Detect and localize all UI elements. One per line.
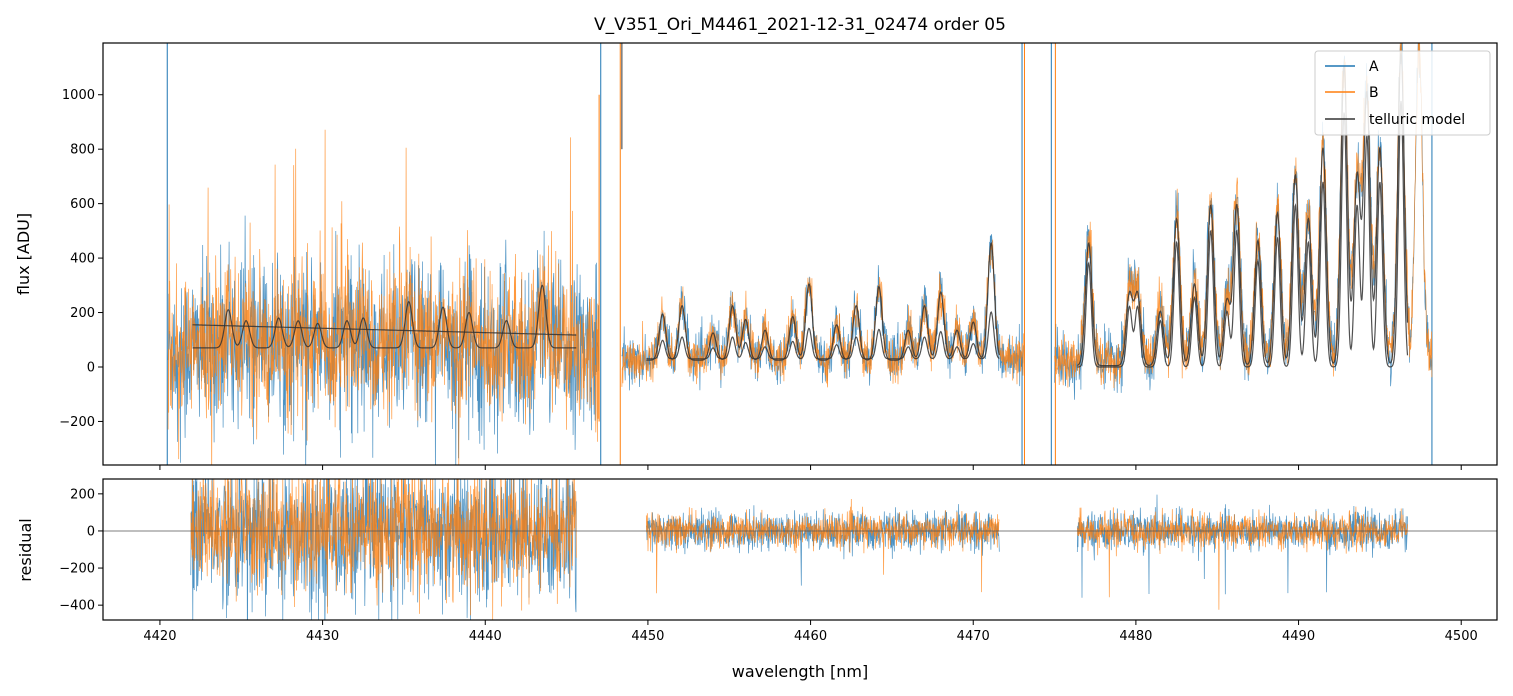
residual-series-a-seg2 (1076, 494, 1408, 598)
residual-series-b-seg0 (190, 479, 577, 620)
model-right-low (1077, 100, 1409, 368)
flux-yticks: −200 0 200 400 600 800 1000 (59, 88, 103, 430)
legend-label-a: A (1369, 59, 1379, 75)
residual-ylabel: residual (16, 518, 35, 581)
model-continuum (192, 324, 577, 336)
legend: A B telluric model (1314, 50, 1491, 136)
residual-xticks-label-2: 4440 (469, 629, 502, 644)
residual-xticks-label-7: 4490 (1282, 629, 1315, 644)
residual-panel: −400 −200 0 200 4420 4430 4440 4450 4460 4470 448… (16, 478, 1498, 681)
residual-series-b-seg2 (1076, 506, 1408, 610)
flux-series-a-seg1 (621, 234, 1025, 391)
residual-series-a-seg1 (645, 504, 1000, 586)
flux-yticks-label-0: −200 (59, 415, 95, 430)
residual-xticks-label-8: 4500 (1445, 629, 1478, 644)
residual-yticks-label-0: −400 (59, 599, 95, 614)
legend-box (1314, 50, 1491, 136)
chart-title: V_V351_Ori_M4461_2021-12-31_02474 order … (594, 15, 1006, 35)
residual-axes-frame (102, 478, 1498, 621)
flux-series-a-group (166, 43, 1433, 465)
legend-label-model: telluric model (1369, 112, 1465, 128)
flux-series-b-seg0 (167, 129, 600, 465)
residual-xticks-label-6: 4480 (1119, 629, 1152, 644)
model-left (192, 284, 577, 349)
flux-model-group (192, 52, 1409, 368)
flux-series-b-seg1 (621, 239, 1025, 388)
residual-yticks: −400 −200 0 200 (59, 487, 103, 614)
residual-xticks-label-3: 4450 (631, 629, 664, 644)
flux-panel: −200 0 200 400 600 800 1000 flux [ADU] A B tel… (14, 42, 1498, 470)
legend-label-b: B (1369, 85, 1379, 101)
xlabel: wavelength [nm] (732, 662, 869, 681)
model-right (1077, 52, 1409, 367)
residual-yticks-label-1: −200 (59, 562, 95, 577)
flux-yticks-label-4: 600 (70, 197, 95, 212)
flux-data (166, 43, 1433, 465)
residual-xticks-label-4: 4460 (794, 629, 827, 644)
flux-yticks-label-2: 200 (70, 306, 95, 321)
residual-yticks-label-2: 0 (87, 524, 95, 539)
residual-series-b-group (190, 479, 1408, 620)
flux-yticks-label-5: 800 (70, 143, 95, 158)
residual-yticks-label-3: 200 (70, 487, 95, 502)
residual-data (190, 479, 1408, 620)
residual-series-b-seg1 (645, 498, 1000, 594)
flux-axes-frame (102, 42, 1498, 466)
flux-yticks-label-3: 400 (70, 252, 95, 267)
residual-xticks-label-0: 4420 (143, 629, 176, 644)
residual-xticks: 4420 4430 4440 4450 4460 4470 4480 4490 4500 (143, 620, 1478, 644)
flux-yticks-label-6: 1000 (62, 88, 95, 103)
flux-yticks-label-1: 0 (87, 360, 95, 375)
flux-xticks (159, 465, 1462, 470)
residual-xticks-label-5: 4470 (957, 629, 990, 644)
model-middle-low (646, 311, 1000, 360)
residual-xticks-label-1: 4430 (306, 629, 339, 644)
flux-ylabel: flux [ADU] (14, 213, 33, 295)
